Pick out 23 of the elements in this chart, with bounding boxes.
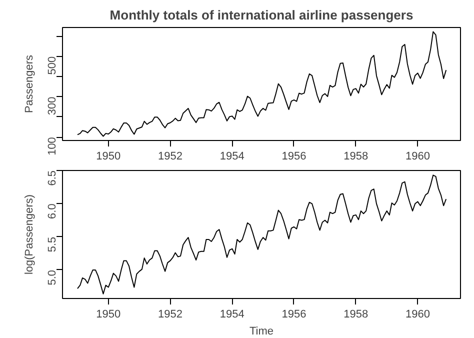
y-tick-label: 5.5	[46, 236, 58, 252]
x-tick-label: 1952	[158, 150, 182, 162]
y-tick-label: 300	[46, 96, 58, 116]
y-axis-title: Passengers	[24, 54, 36, 114]
y-tick-label: 500	[46, 56, 58, 75]
x-tick-label: 1958	[344, 150, 368, 162]
x-tick-label: 1950	[96, 308, 121, 320]
y-tick-label: 5.0	[46, 270, 58, 286]
chart-title: Monthly totals of international airline passengers	[110, 8, 414, 22]
x-axis-title: Time	[249, 326, 274, 338]
x-tick-label: 1956	[282, 308, 306, 320]
y-tick-label: 100	[46, 137, 58, 156]
x-tick-label: 1950	[96, 150, 121, 162]
x-tick-label: 1956	[282, 150, 306, 162]
x-tick-label: 1952	[158, 308, 182, 320]
x-tick-label: 1960	[405, 150, 430, 162]
y-tick-label: 6.5	[46, 170, 58, 186]
y-axis-title: log(Passengers)	[24, 194, 36, 275]
x-tick-label: 1954	[220, 308, 244, 320]
x-tick-label: 1958	[344, 308, 368, 320]
y-tick-label: 6.0	[46, 204, 58, 219]
x-tick-label: 1960	[405, 308, 430, 320]
x-tick-label: 1954	[220, 150, 244, 162]
